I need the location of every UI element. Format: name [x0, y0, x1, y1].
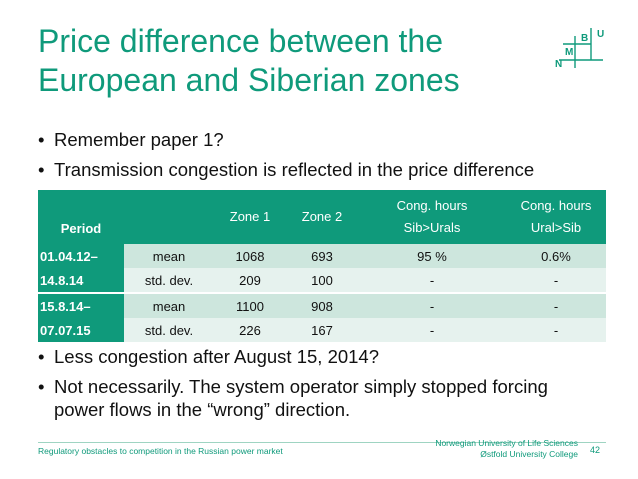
header-cong-sib-line1: Cong. hours — [396, 198, 468, 213]
slide-title-line-2: European and Siberian zones — [38, 62, 460, 98]
period-cell: 07.07.15 — [38, 318, 124, 342]
bullet-list-bottom: Less congestion after August 15, 2014? N… — [38, 345, 578, 428]
table-row: 07.07.15 std. dev. 226 167 - - — [38, 318, 606, 342]
cong-ural-cell: - — [506, 268, 606, 293]
stat-cell: std. dev. — [124, 268, 214, 293]
bullet-list-top: Remember paper 1? Transmission congestio… — [38, 128, 618, 188]
table-header-row: Period Zone 1 Zone 2 Cong. hours Sib>Ura… — [38, 190, 606, 244]
zone2-cell: 167 — [286, 318, 358, 342]
zone1-cell: 226 — [214, 318, 286, 342]
zone2-cell: 908 — [286, 292, 358, 318]
logo-letter-b: B — [581, 33, 588, 44]
zone1-cell: 209 — [214, 268, 286, 293]
bullet-item: Less congestion after August 15, 2014? — [38, 345, 578, 368]
header-cong-ural-sib: Cong. hours Ural>Sib — [506, 190, 606, 244]
header-cong-sib-line2: Sib>Urals — [403, 220, 461, 235]
header-period: Period — [38, 190, 124, 244]
stat-cell: mean — [124, 292, 214, 318]
footer-presentation-title: Regulatory obstacles to competition in t… — [38, 446, 283, 456]
slide-title: Price difference between the European an… — [38, 22, 538, 100]
cong-ural-cell: 0.6% — [506, 244, 606, 268]
cong-sib-cell: - — [358, 318, 506, 342]
bullet-item: Not necessarily. The system operator sim… — [38, 375, 578, 421]
footer-institution-1: Norwegian University of Life Sciences — [435, 438, 578, 448]
zone2-cell: 100 — [286, 268, 358, 293]
period-cell: 01.04.12– — [38, 244, 124, 268]
period-cell: 15.8.14– — [38, 292, 124, 318]
period-cell: 14.8.14 — [38, 268, 124, 293]
table-row: 01.04.12– mean 1068 693 95 % 0.6% — [38, 244, 606, 268]
logo-letter-u: U — [597, 29, 604, 40]
logo-letter-n: N — [555, 59, 562, 70]
header-cong-ural-line2: Ural>Sib — [530, 220, 582, 235]
header-zone1: Zone 1 — [214, 190, 286, 244]
zone2-cell: 693 — [286, 244, 358, 268]
bullet-item: Remember paper 1? — [38, 128, 618, 151]
stat-cell: std. dev. — [124, 318, 214, 342]
logo-letter-m: M — [565, 47, 573, 58]
price-difference-table: Period Zone 1 Zone 2 Cong. hours Sib>Ura… — [38, 190, 606, 342]
footer-institution-2: Østfold University College — [480, 449, 578, 459]
cong-sib-cell: - — [358, 292, 506, 318]
header-zone2: Zone 2 — [286, 190, 358, 244]
cong-ural-cell: - — [506, 318, 606, 342]
header-stat — [124, 190, 214, 244]
cong-sib-cell: 95 % — [358, 244, 506, 268]
page-number: 42 — [590, 445, 601, 455]
footer-institutions: Norwegian University of Life Sciences Øs… — [410, 438, 578, 460]
slide-title-line-1: Price difference between the — [38, 23, 443, 59]
table-row: 14.8.14 std. dev. 209 100 - - — [38, 268, 606, 293]
footer-divider — [38, 442, 606, 443]
table-row: 15.8.14– mean 1100 908 - - — [38, 292, 606, 318]
bullet-item: Transmission congestion is reflected in … — [38, 158, 618, 181]
nmbu-logo: U B N M — [555, 28, 604, 70]
zone1-cell: 1100 — [214, 292, 286, 318]
header-cong-sib-urals: Cong. hours Sib>Urals — [358, 190, 506, 244]
zone1-cell: 1068 — [214, 244, 286, 268]
header-cong-ural-line1: Cong. hours — [520, 198, 592, 213]
cong-sib-cell: - — [358, 268, 506, 293]
stat-cell: mean — [124, 244, 214, 268]
cong-ural-cell: - — [506, 292, 606, 318]
